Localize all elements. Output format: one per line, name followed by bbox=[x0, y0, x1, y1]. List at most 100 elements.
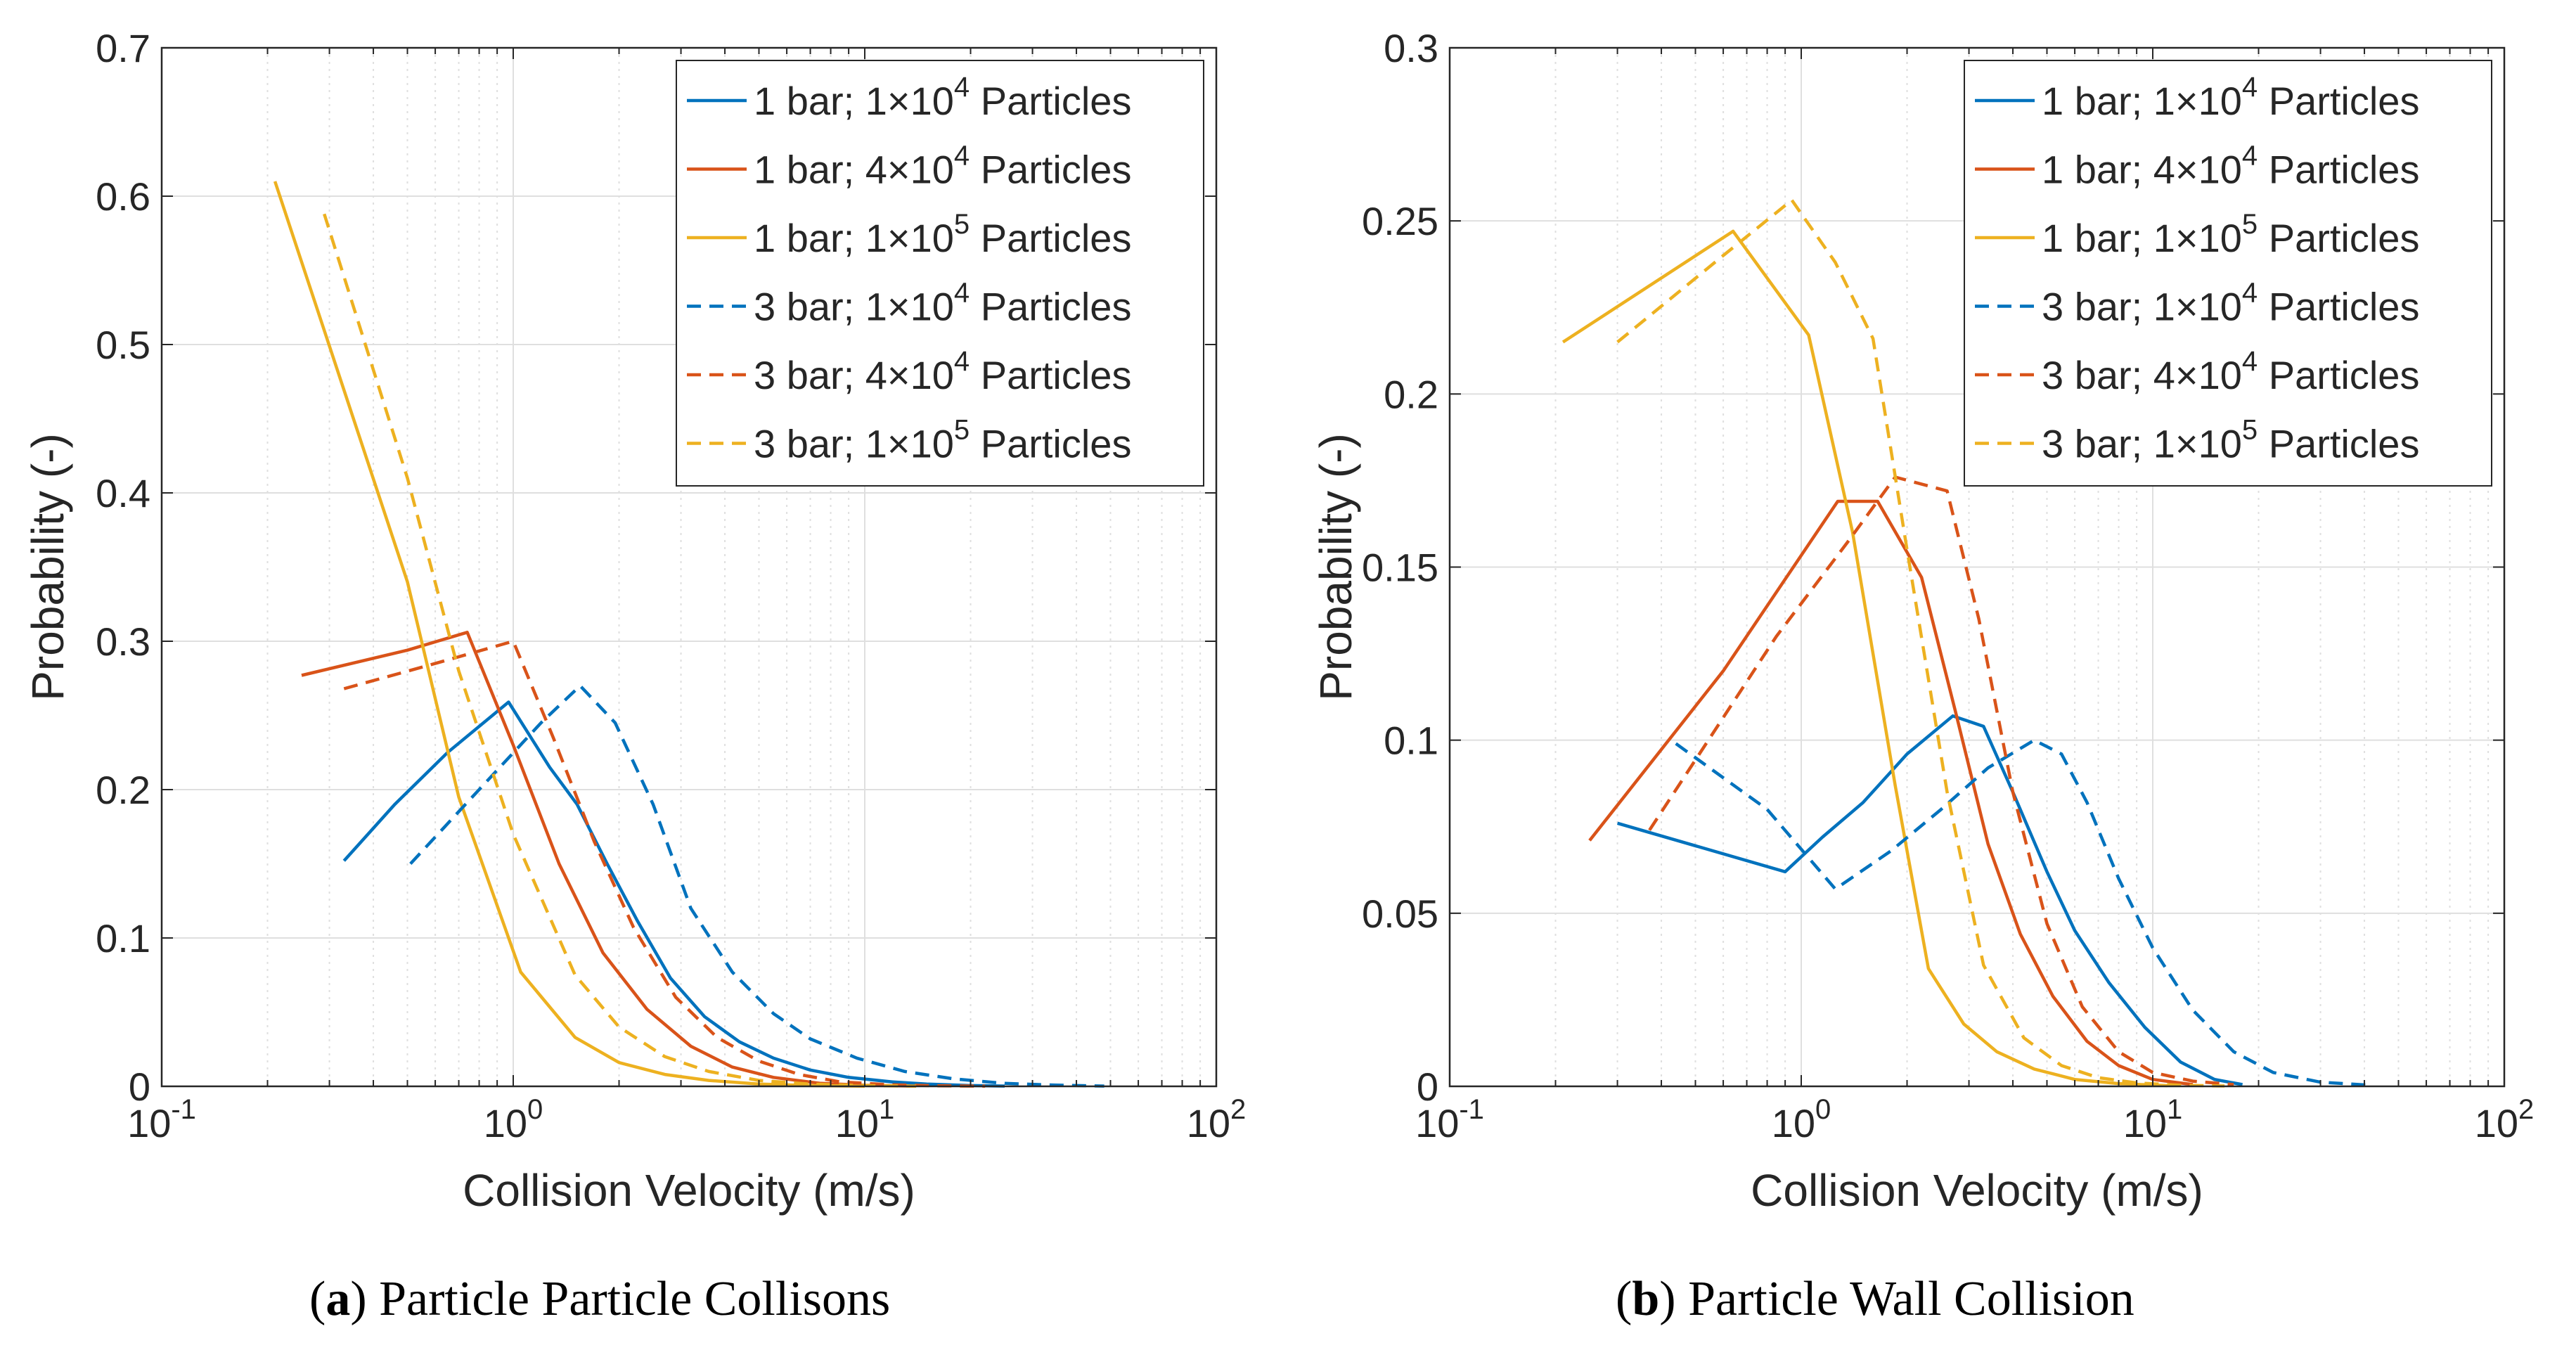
chart-b-legend-label-text: 1 bar; 1×10 bbox=[2042, 79, 2242, 123]
chart-b-legend-label-exp: 4 bbox=[2242, 72, 2258, 103]
chart-a-legend-label-exp: 4 bbox=[954, 72, 970, 103]
chart-b-legend-label-text: Particles bbox=[2258, 353, 2419, 397]
chart-b-legend-label-text: 1 bar; 1×10 bbox=[2042, 216, 2242, 260]
chart-a-legend-label-exp: 4 bbox=[954, 278, 970, 309]
chart-b-y-tick-label: 0.05 bbox=[1362, 892, 1438, 936]
chart-a-legend-label-exp: 4 bbox=[954, 346, 970, 377]
chart-a-y-tick-label: 0.1 bbox=[96, 916, 150, 960]
chart-a-y-tick-label: 0.7 bbox=[96, 26, 150, 70]
chart-a-y-tick-label: 0 bbox=[129, 1065, 150, 1109]
chart-a-x-tick-label-exp: 0 bbox=[527, 1094, 543, 1125]
chart-a-legend-box bbox=[676, 60, 1204, 487]
chart-b-x-tick-label-base: 10 bbox=[1415, 1101, 1459, 1145]
chart-b-y-tick-label: 0.3 bbox=[1384, 26, 1438, 70]
chart-a-legend-label-text: 1 bar; 1×10 bbox=[754, 216, 954, 260]
chart-a-x-tick-label-exp: 2 bbox=[1230, 1094, 1246, 1125]
chart-b-legend-label-exp: 4 bbox=[2242, 346, 2258, 377]
chart-a-y-axis-label: Probability (-) bbox=[22, 433, 73, 701]
chart-b-legend-label-6: 3 bar; 1×105 Particles bbox=[2042, 415, 2419, 466]
chart-b-y-tick-label: 0 bbox=[1417, 1065, 1438, 1109]
chart-b-y-tick-label: 0.1 bbox=[1384, 719, 1438, 763]
chart-a-x-tick-label: 102 bbox=[1187, 1094, 1247, 1145]
chart-b-series-group bbox=[1561, 198, 2372, 1088]
chart-b-series-line-2 bbox=[1588, 499, 2194, 1086]
chart-a-legend-label-1: 1 bar; 1×104 Particles bbox=[754, 72, 1131, 123]
chart-a-legend-label-text: Particles bbox=[970, 422, 1131, 466]
chart-a-x-tick-label: 10-1 bbox=[127, 1094, 196, 1145]
chart-b-x-tick-label-exp: -1 bbox=[1459, 1094, 1484, 1125]
chart-a-y-tick-label: 0.6 bbox=[96, 174, 150, 219]
chart-a-x-tick-label: 101 bbox=[835, 1094, 895, 1145]
chart-a-legend-label-exp: 5 bbox=[954, 415, 970, 446]
chart-a-legend-label-text: 1 bar; 1×10 bbox=[754, 79, 954, 123]
chart-b-x-tick-label-base: 10 bbox=[1772, 1101, 1815, 1145]
chart-b-legend-label-text: 1 bar; 4×10 bbox=[2042, 148, 2242, 192]
chart-a-legend-label-text: 3 bar; 4×10 bbox=[754, 353, 954, 397]
chart-b-x-tick-label-exp: 0 bbox=[1815, 1094, 1831, 1125]
chart-a-series-line-5 bbox=[343, 639, 986, 1088]
chart-b-legend-label-exp: 4 bbox=[2242, 278, 2258, 309]
chart-a-legend-label-text: Particles bbox=[970, 353, 1131, 397]
chart-a-legend-label-text: 3 bar; 1×10 bbox=[754, 285, 954, 329]
chart-a-x-tick-label-exp: -1 bbox=[171, 1094, 196, 1125]
chart-b-legend-label-text: Particles bbox=[2258, 285, 2419, 329]
chart-a-series-line-3 bbox=[273, 181, 865, 1088]
chart-a-legend-label-2: 1 bar; 4×104 Particles bbox=[754, 141, 1131, 192]
chart-a-legend-label-exp: 5 bbox=[954, 209, 970, 240]
chart-b-legend-label-2: 1 bar; 4×104 Particles bbox=[2042, 141, 2419, 192]
chart-b-x-tick-label-base: 10 bbox=[2123, 1101, 2167, 1145]
chart-a-legend-label-text: 3 bar; 1×10 bbox=[754, 422, 954, 466]
chart-a-x-tick-label: 100 bbox=[484, 1094, 543, 1145]
chart-b-legend-label-4: 3 bar; 1×104 Particles bbox=[2042, 278, 2419, 329]
chart-b-x-tick-label: 10-1 bbox=[1415, 1094, 1484, 1145]
chart-b-legend-label-exp: 4 bbox=[2242, 141, 2258, 172]
chart-b-y-tick-label: 0.2 bbox=[1384, 372, 1438, 416]
chart-b-ticks bbox=[1449, 47, 2505, 1087]
chart-b-legend-label-text: Particles bbox=[2258, 79, 2419, 123]
chart-b-legend-label-exp: 5 bbox=[2242, 209, 2258, 240]
chart-a-x-tick-label-base: 10 bbox=[127, 1101, 171, 1145]
chart-a-legend-label-text: Particles bbox=[970, 216, 1131, 260]
chart-b-legend-label-5: 3 bar; 4×104 Particles bbox=[2042, 346, 2419, 397]
chart-a-ticks bbox=[161, 47, 1217, 1087]
chart-panel-a: 10-1 100 101 10200.10.20.30.40.50.60.7Colli… bbox=[22, 26, 1247, 1216]
chart-a-y-tick-label: 0.4 bbox=[96, 471, 150, 515]
chart-b-series-line-4 bbox=[1675, 738, 2372, 1087]
chart-b-series-line-5 bbox=[1648, 475, 2234, 1086]
chart-a-y-tick-label: 0.2 bbox=[96, 768, 150, 812]
chart-b-legend-label-text: 3 bar; 1×10 bbox=[2042, 285, 2242, 329]
chart-b-legend-label-3: 1 bar; 1×105 Particles bbox=[2042, 209, 2419, 260]
caption-a: (a) Particle Particle Collisons bbox=[309, 1272, 891, 1326]
chart-b-series-line-3 bbox=[1561, 229, 2168, 1088]
chart-a-x-axis-label: Collision Velocity (m/s) bbox=[463, 1165, 915, 1216]
chart-b-legend-box bbox=[1964, 60, 2492, 487]
chart-a-legend-label-text: Particles bbox=[970, 79, 1131, 123]
chart-b-series-line-6 bbox=[1616, 198, 2225, 1088]
caption-b-label: b bbox=[1632, 1272, 1660, 1326]
chart-b-legend-label-text: 3 bar; 1×10 bbox=[2042, 422, 2242, 466]
chart-a-y-tick-label: 0.3 bbox=[96, 619, 150, 664]
caption-a-text: Particle Particle Collisons bbox=[379, 1272, 891, 1326]
chart-panel-b: 10-1 100 101 10200.050.10.150.20.250.3Colli… bbox=[1310, 26, 2535, 1216]
chart-b-x-tick-label: 100 bbox=[1772, 1094, 1831, 1145]
caption-a-label: a bbox=[326, 1272, 351, 1326]
chart-a-legend-label-text: Particles bbox=[970, 285, 1131, 329]
chart-b-x-tick-label: 102 bbox=[2475, 1094, 2535, 1145]
chart-b-legend-label-text: Particles bbox=[2258, 148, 2419, 192]
chart-a-axes-box bbox=[160, 46, 1218, 1088]
chart-b-legend-label-text: Particles bbox=[2258, 422, 2419, 466]
chart-a-y-tick-label: 0.5 bbox=[96, 323, 150, 367]
chart-b-x-tick-label-exp: 2 bbox=[2518, 1094, 2534, 1125]
caption-b: (b) Particle Wall Collision bbox=[1616, 1272, 2134, 1326]
chart-a-legend-label-4: 3 bar; 1×104 Particles bbox=[754, 278, 1131, 329]
chart-b-y-axis-label: Probability (-) bbox=[1310, 433, 1361, 701]
chart-b-x-axis-label: Collision Velocity (m/s) bbox=[1751, 1165, 2203, 1216]
chart-a-legend-label-5: 3 bar; 4×104 Particles bbox=[754, 346, 1131, 397]
chart-a-legend-label-text: Particles bbox=[970, 148, 1131, 192]
chart-a-legend-label-3: 1 bar; 1×105 Particles bbox=[754, 209, 1131, 260]
chart-b-y-tick-label: 0.15 bbox=[1362, 546, 1438, 590]
chart-b-legend-label-text: 3 bar; 4×10 bbox=[2042, 353, 2242, 397]
